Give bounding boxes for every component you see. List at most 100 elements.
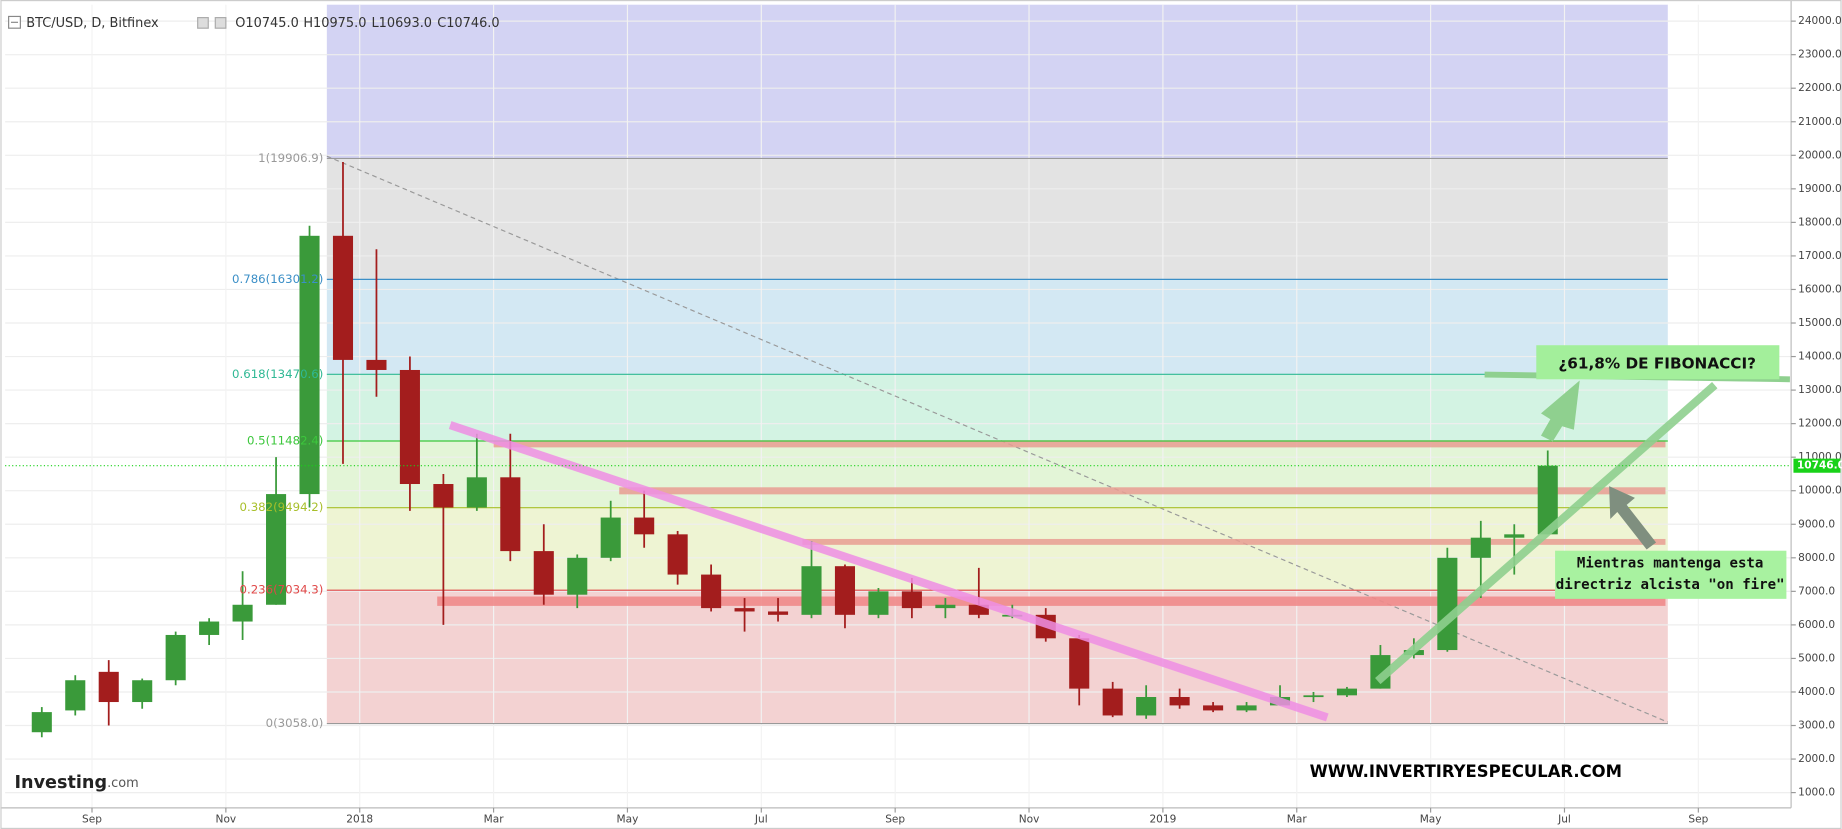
candle-body — [968, 604, 989, 615]
logo: Investing.com — [15, 773, 139, 793]
candle-body — [734, 608, 755, 612]
x-tick-label: Mar — [484, 814, 505, 826]
note-box — [1555, 550, 1787, 599]
y-tick-label: 20000.0 — [1798, 149, 1842, 161]
candle-body — [1136, 697, 1157, 716]
candles — [31, 162, 1558, 738]
x-tick-label: Nov — [216, 814, 237, 826]
candle-body — [98, 671, 119, 703]
ohlc-open: O10745.0 — [235, 16, 299, 31]
last-price-box — [1793, 458, 1841, 473]
candle-body — [500, 477, 521, 552]
candle-body — [868, 591, 889, 615]
candle-body — [1236, 705, 1257, 711]
fib-band — [326, 158, 1668, 280]
x-tick-label: 2019 — [1149, 814, 1176, 826]
fib-band — [326, 279, 1668, 375]
downtrend-line — [448, 421, 1329, 722]
candle-body — [1437, 557, 1458, 651]
resistance-zone — [493, 440, 1666, 448]
y-tick-label: 24000.0 — [1798, 15, 1842, 27]
ohlc-high: H10975.0 — [303, 16, 366, 31]
uptrend-line — [1375, 382, 1718, 685]
candle-body — [801, 566, 822, 615]
settings-icon[interactable] — [197, 17, 209, 29]
symbol: BTC/USD, D, Bitfinex — [26, 16, 159, 31]
y-tick-label: 4000.0 — [1798, 686, 1835, 698]
fib-band — [326, 440, 1668, 508]
logo-brand: Investing — [15, 773, 108, 793]
candle-body — [366, 359, 387, 370]
x-tick-label: Sep — [1688, 814, 1708, 826]
fib-label: 0.618(13470.6) — [232, 367, 323, 381]
y-tick-label: 6000.0 — [1798, 619, 1835, 631]
x-tick-label: Sep — [82, 814, 102, 826]
y-tick-label: 12000.0 — [1798, 418, 1842, 430]
candle-body — [399, 369, 420, 485]
y-tick-label: 8000.0 — [1798, 552, 1835, 564]
fib-band — [326, 374, 1668, 441]
y-axis-panel — [1791, 0, 1842, 829]
y-tick-label: 17000.0 — [1798, 250, 1842, 262]
fib-label: 0.236(7034.3) — [240, 583, 324, 597]
candle-body — [567, 557, 588, 595]
candle-body — [1504, 534, 1525, 538]
candle-body — [1370, 655, 1391, 689]
y-tick-label: 22000.0 — [1798, 82, 1842, 94]
y-tick-label: 7000.0 — [1798, 585, 1835, 597]
y-tick-label: 14000.0 — [1798, 351, 1842, 363]
y-tick-label: 1000.0 — [1798, 787, 1835, 799]
y-tick-label: 9000.0 — [1798, 518, 1835, 530]
candle-body — [767, 611, 789, 615]
candle-body — [299, 235, 320, 495]
candle-body — [332, 235, 354, 360]
support-zone — [437, 596, 1666, 606]
close-icon[interactable] — [214, 17, 227, 29]
x-tick-label: Jul — [1557, 814, 1571, 826]
y-tick-label: 5000.0 — [1798, 652, 1835, 664]
x-tick-label: Jul — [754, 814, 768, 826]
candle-body — [1069, 638, 1090, 689]
grid — [5, 4, 1792, 808]
last-price-label: 10746.0 — [1797, 460, 1842, 472]
y-tick-label: 23000.0 — [1798, 49, 1842, 61]
resistance-zone — [802, 538, 1666, 545]
candle-body — [533, 551, 554, 595]
candle-body — [834, 566, 856, 615]
candle-body — [466, 477, 487, 508]
candle-body — [935, 604, 956, 609]
candle-body — [1470, 537, 1491, 558]
y-tick-label: 3000.0 — [1798, 720, 1835, 732]
candle-body — [701, 574, 722, 609]
candle-body — [634, 517, 655, 535]
candle-body — [31, 712, 52, 733]
up-arrow — [1540, 380, 1580, 442]
x-tick-label: May — [1420, 814, 1442, 826]
candle-body — [433, 484, 454, 508]
candle-body — [65, 680, 86, 711]
overlays: ¿61,8% DE FIBONACCI? Mientras mantenga e… — [5, 151, 1792, 793]
candle-body — [266, 494, 287, 605]
resistance-zone — [619, 487, 1666, 495]
fib-label: 0.786(16301.2) — [232, 272, 323, 286]
fib-band — [326, 507, 1668, 591]
fib-label: 0.382(9494.2) — [240, 500, 324, 514]
note-text: directriz alcista "on fire" — [1556, 577, 1785, 593]
note-text: ¿61,8% DE FIBONACCI? — [1558, 355, 1756, 373]
candle-body — [1336, 688, 1357, 696]
candle-body — [199, 621, 220, 635]
candle-body — [1203, 705, 1224, 711]
header: BTC/USD, D, Bitfinex O10745.0 H10975.0 L… — [8, 15, 500, 31]
note-text: Mientras mantenga esta — [1577, 556, 1763, 572]
candle-body — [1303, 695, 1324, 698]
candle-body — [132, 680, 153, 703]
y-tick-label: 18000.0 — [1798, 216, 1842, 228]
pointer-arrow — [1609, 486, 1657, 550]
x-tick-label: Mar — [1287, 814, 1308, 826]
watermark: WWW.INVERTIRYESPECULAR.COM — [1310, 762, 1622, 781]
y-tick-label: 19000.0 — [1798, 183, 1842, 195]
x-tick-label: Nov — [1019, 814, 1040, 826]
candle-body — [1169, 697, 1190, 706]
